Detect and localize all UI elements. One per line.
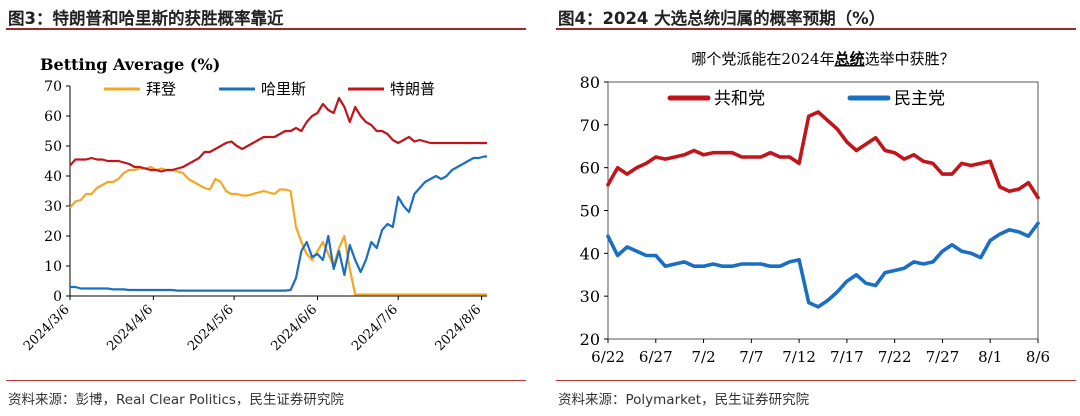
- line-chart-betting: Betting Average (%) 0 10 20 30 40 50 60 70 2024/3…: [21, 55, 487, 354]
- x-tick-label: 2024/7/6: [349, 302, 401, 354]
- source-rule: [556, 380, 1076, 381]
- legend-label: 哈里斯: [261, 80, 306, 98]
- y-tick-label: 10: [44, 259, 62, 275]
- series-line-特朗普: [69, 96, 487, 173]
- y-tick-label: 30: [44, 199, 62, 215]
- x-tick-label: 7/7: [739, 348, 763, 366]
- x-tick-label: 6/22: [591, 348, 625, 366]
- y-tick-label: 40: [580, 244, 600, 263]
- series-line-民主党: [606, 221, 1040, 309]
- y-tick-label: 80: [580, 73, 600, 92]
- legend-label: 拜登: [146, 80, 176, 98]
- title-rule: [6, 28, 526, 30]
- x-tick-label: 7/12: [782, 348, 816, 366]
- chart-panel-2: 图4：2024 大选总统归属的概率预期（%） 哪个党派能在2024年总统选举中获…: [550, 0, 1080, 416]
- x-tick-label: 2024/5/6: [185, 302, 237, 354]
- y-tick-label: 20: [44, 229, 62, 245]
- chart-title: 哪个党派能在2024年总统选举中获胜？: [691, 50, 954, 68]
- x-tick-label: 2024/6/6: [268, 302, 320, 354]
- y-tick-label: 40: [44, 169, 62, 185]
- x-tick-label: 2024/3/6: [21, 302, 73, 354]
- x-tick-label: 7/22: [878, 348, 912, 366]
- x-tick-label: 2024/8/6: [433, 302, 485, 354]
- x-tick-label: 7/17: [830, 348, 864, 366]
- y-tick-label: 70: [580, 116, 600, 135]
- series-line-共和党: [606, 110, 1040, 200]
- y-tick-label: 70: [44, 79, 62, 95]
- series-line-哈里斯: [70, 155, 487, 292]
- figure-title: 图4：2024 大选总统归属的概率预期（%）: [558, 9, 886, 28]
- y-tick-label: 50: [44, 139, 62, 155]
- chart-title-part: 哪个党派能在2024年: [691, 50, 834, 68]
- x-tick-label: 2024/4/6: [104, 302, 156, 354]
- title-rule: [556, 28, 1076, 30]
- legend-label: 特朗普: [390, 80, 435, 98]
- series-line-拜登: [69, 165, 487, 296]
- figure-title: 图3：特朗普和哈里斯的获胜概率靠近: [8, 9, 284, 28]
- plot-frame: [607, 81, 1039, 340]
- y-tick-label: 60: [580, 159, 600, 178]
- y-tick-label: 30: [580, 287, 600, 306]
- x-tick-label: 7/2: [691, 348, 715, 366]
- x-tick-label: 8/1: [978, 348, 1002, 366]
- line-chart-polymarket: 哪个党派能在2024年总统选举中获胜？ 20 30 40 50 60 70 80 6/22 6/2…: [580, 50, 1050, 366]
- legend-label: 民主党: [894, 89, 945, 109]
- chart-title-emphasis: 总统: [835, 50, 865, 68]
- y-tick-label: 20: [580, 330, 600, 349]
- source-rule: [6, 380, 526, 381]
- chart-title: Betting Average (%): [40, 55, 220, 74]
- source-note: 资料来源：彭博，Real Clear Politics，民生证券研究院: [8, 392, 344, 408]
- x-tick-label: 6/27: [639, 348, 673, 366]
- y-tick-label: 60: [44, 109, 62, 125]
- legend-label: 共和党: [714, 89, 765, 109]
- chart-title-part: 选举中获胜？: [865, 50, 955, 68]
- chart-panel-1: 图3：特朗普和哈里斯的获胜概率靠近 Betting Average (%) 0 10…: [0, 0, 530, 416]
- x-tick-label: 7/27: [926, 348, 960, 366]
- x-tick-label: 8/6: [1026, 348, 1050, 366]
- source-note: 资料来源：Polymarket，民生证券研究院: [558, 392, 810, 408]
- y-tick-label: 0: [53, 289, 62, 305]
- y-tick-label: 50: [580, 202, 600, 221]
